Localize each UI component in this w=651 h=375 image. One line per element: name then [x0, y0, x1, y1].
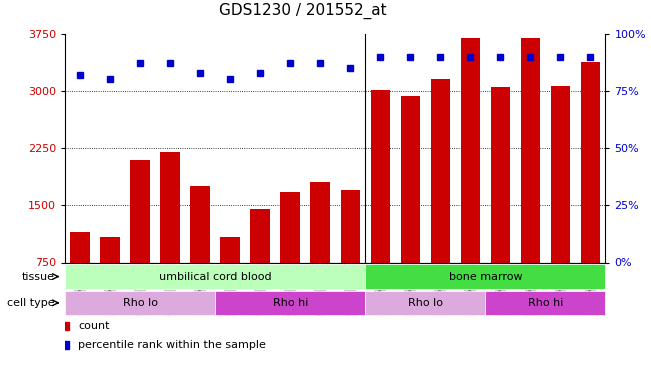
Bar — [215, 291, 365, 315]
Bar — [430, 80, 450, 320]
Bar — [251, 209, 270, 320]
Bar — [365, 264, 605, 289]
Bar — [191, 186, 210, 320]
Bar — [130, 160, 150, 320]
Text: count: count — [78, 321, 109, 331]
Bar — [70, 232, 90, 320]
Bar — [370, 90, 390, 320]
Bar — [551, 86, 570, 320]
Text: bone marrow: bone marrow — [449, 272, 522, 282]
Text: tissue: tissue — [21, 272, 54, 282]
Text: Rho hi: Rho hi — [528, 298, 563, 308]
Bar — [65, 291, 215, 315]
Bar — [491, 87, 510, 320]
Text: percentile rank within the sample: percentile rank within the sample — [78, 340, 266, 350]
Bar — [521, 38, 540, 320]
Bar — [365, 291, 486, 315]
Bar — [400, 96, 420, 320]
Bar — [486, 291, 605, 315]
Text: Rho lo: Rho lo — [408, 298, 443, 308]
Text: umbilical cord blood: umbilical cord blood — [159, 272, 271, 282]
Bar — [281, 192, 300, 320]
Text: GDS1230 / 201552_at: GDS1230 / 201552_at — [219, 3, 387, 19]
Text: cell type: cell type — [7, 298, 54, 308]
Bar — [221, 237, 240, 320]
Text: Rho hi: Rho hi — [273, 298, 308, 308]
Text: Rho lo: Rho lo — [122, 298, 158, 308]
Bar — [100, 237, 120, 320]
Bar — [340, 190, 360, 320]
Bar — [461, 38, 480, 320]
Bar — [160, 152, 180, 320]
Bar — [65, 264, 365, 289]
Bar — [581, 62, 600, 320]
Bar — [311, 183, 330, 320]
